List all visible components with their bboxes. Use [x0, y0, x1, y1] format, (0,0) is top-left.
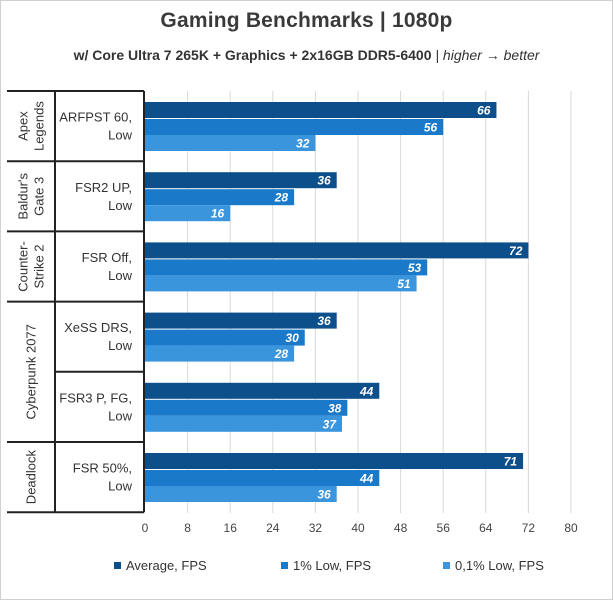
game-label-line: Cyberpunk 2077 — [24, 324, 39, 419]
bar — [145, 399, 348, 416]
game-label-line: Strike 2 — [32, 244, 47, 288]
x-tick-label: 56 — [437, 521, 451, 535]
chart-subtitle: w/ Core Ultra 7 265K + Graphics + 2x16GB… — [61, 45, 552, 65]
game-label: ApexLegends — [16, 101, 47, 151]
bar-value-label: 28 — [274, 347, 289, 361]
x-tick-label: 0 — [142, 521, 149, 535]
bar-value-label: 56 — [424, 121, 438, 135]
game-label-line: Apex — [16, 111, 31, 141]
setting-label-line: XeSS DRS, — [64, 320, 132, 335]
x-tick-label: 80 — [564, 521, 578, 535]
bar-value-label: 36 — [317, 174, 331, 188]
bar — [145, 470, 380, 486]
setting-label-line: Low — [108, 338, 132, 353]
bar — [145, 345, 295, 362]
bar-value-label: 72 — [509, 244, 523, 258]
game-label-line: Gate 3 — [32, 177, 47, 216]
legend-swatch-average — [114, 562, 121, 569]
x-tick-label: 8 — [184, 521, 191, 535]
game-label-line: Counter- — [16, 241, 31, 292]
x-tick-label: 32 — [309, 521, 323, 535]
setting-label-line: FSR3 P, FG, — [59, 390, 132, 405]
setting-label: FSR2 UP, Low — [75, 180, 132, 213]
x-tick-label: 64 — [479, 521, 493, 535]
setting-label: FSR 50%, Low — [73, 461, 133, 494]
setting-label-line: FSR 50%, — [73, 461, 132, 476]
setting-label-line: Low — [108, 128, 132, 143]
game-label-line: Legends — [32, 101, 47, 151]
game-label: Cyberpunk 2077 — [24, 324, 39, 419]
subtitle-note: | higher → better — [435, 47, 540, 63]
bar — [145, 329, 305, 346]
legend-item-average: Average, FPS — [114, 558, 207, 573]
x-tick-label: 16 — [224, 521, 238, 535]
x-tick-label: 40 — [351, 521, 365, 535]
bar-value-label: 28 — [274, 191, 289, 205]
bar-value-label: 66 — [477, 104, 491, 118]
bar — [145, 486, 337, 502]
x-tick-label: 24 — [266, 521, 280, 535]
subtitle-main: w/ Core Ultra 7 265K + Graphics + 2x16GB… — [73, 47, 432, 63]
bar — [145, 312, 337, 329]
bar — [145, 453, 524, 469]
bar-value-label: 38 — [328, 401, 342, 415]
game-label: Deadlock — [24, 450, 39, 505]
bar — [145, 259, 428, 276]
legend-swatch-01pct-low — [443, 562, 450, 569]
bar — [145, 415, 343, 432]
setting-label-line: Low — [108, 479, 132, 494]
chart-title: Gaming Benchmarks | 1080p — [160, 9, 453, 32]
legend-label-1pct-low: 1% Low, FPS — [293, 558, 372, 573]
bar-value-label: 53 — [408, 261, 422, 275]
game-label-line: Deadlock — [24, 450, 39, 505]
bar-value-label: 16 — [211, 207, 225, 221]
bar-value-label: 37 — [323, 417, 338, 431]
bar-value-label: 71 — [504, 455, 518, 469]
setting-label-line: Low — [108, 198, 132, 213]
bar — [145, 275, 417, 292]
x-tick-label: 72 — [522, 521, 536, 535]
x-tick-label: 48 — [394, 521, 408, 535]
bar-value-label: 44 — [359, 384, 374, 398]
game-label: Counter-Strike 2 — [16, 241, 47, 292]
legend-item-1pct-low: 1% Low, FPS — [281, 558, 371, 573]
bar-value-label: 51 — [397, 277, 411, 291]
setting-label: FSR3 P, FG, Low — [59, 390, 132, 423]
setting-label-line: Low — [108, 268, 132, 283]
bar-value-label: 32 — [296, 137, 310, 151]
setting-label-line: ARFPST 60, — [59, 110, 132, 125]
setting-label-line: Low — [108, 408, 132, 423]
bar — [145, 135, 316, 151]
bar — [145, 205, 231, 222]
legend-swatch-1pct-low — [281, 562, 288, 569]
bar — [145, 119, 444, 135]
bar-value-label: 36 — [317, 488, 331, 502]
bar — [145, 242, 529, 259]
setting-label: FSR Off, Low — [82, 250, 133, 283]
setting-label-line: FSR2 UP, — [75, 180, 132, 195]
bar-value-label: 30 — [285, 331, 299, 345]
bar — [145, 189, 295, 206]
game-label: Baldur'sGate 3 — [16, 173, 47, 220]
legend-label-01pct-low: 0,1% Low, FPS — [455, 558, 544, 573]
game-label-line: Baldur's — [16, 173, 31, 220]
bar — [145, 172, 337, 189]
bar — [145, 102, 497, 118]
setting-label: XeSS DRS, Low — [64, 320, 133, 353]
setting-label-line: FSR Off, — [82, 250, 132, 265]
legend-label-average: Average, FPS — [126, 558, 207, 573]
bar — [145, 382, 380, 399]
setting-label: ARFPST 60, Low — [59, 110, 132, 143]
legend-item-01pct-low: 0,1% Low, FPS — [443, 558, 544, 573]
bar-value-label: 44 — [359, 472, 374, 486]
bar-value-label: 36 — [317, 314, 331, 328]
